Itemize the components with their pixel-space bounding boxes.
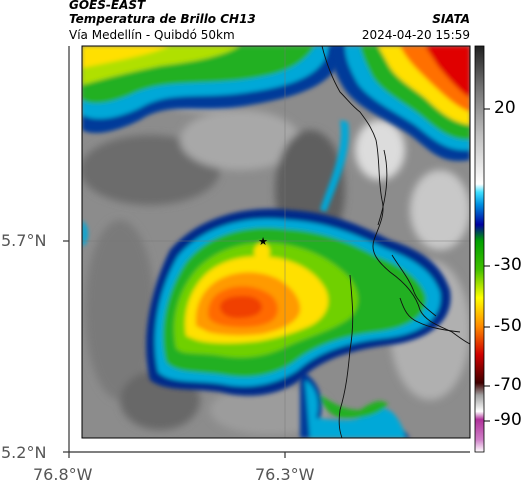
map-frame [81,45,471,439]
cloud-top-left [82,46,345,133]
lat-label-5-2: 5.2°N [1,443,47,462]
colorbar-label-minus30: -30 [494,255,522,275]
political-borders [321,46,470,438]
lat-label-5-7: 5.7°N [1,231,47,250]
lon-label-76-3: 76.3°W [255,465,315,484]
cloud-central [146,208,451,396]
colorbar-label-minus90: -90 [494,410,522,430]
timestamp-label: 2024-04-20 15:59 [361,28,470,42]
lon-label-76-8: 76.8°W [33,465,93,484]
brightness-field [82,46,470,438]
product-name: Temperatura de Brillo CH13 [69,12,256,26]
cloud-top-right [330,46,470,161]
cloud-streaks [82,120,410,438]
region-name: Vía Medellín - Quibdó 50km [69,28,235,42]
colorbar [474,45,485,453]
location-star-icon: ★ [258,235,268,248]
colorbar-label-minus70: -70 [494,375,522,395]
source-label: SIATA [432,12,470,26]
colorbar-label-20: 20 [494,98,516,118]
map-axes [63,46,470,458]
grid-lines [82,46,470,438]
satellite-name: GOES-EAST [69,0,146,12]
colorbar-ticks [484,108,490,422]
colorbar-label-minus50: -50 [494,316,522,336]
